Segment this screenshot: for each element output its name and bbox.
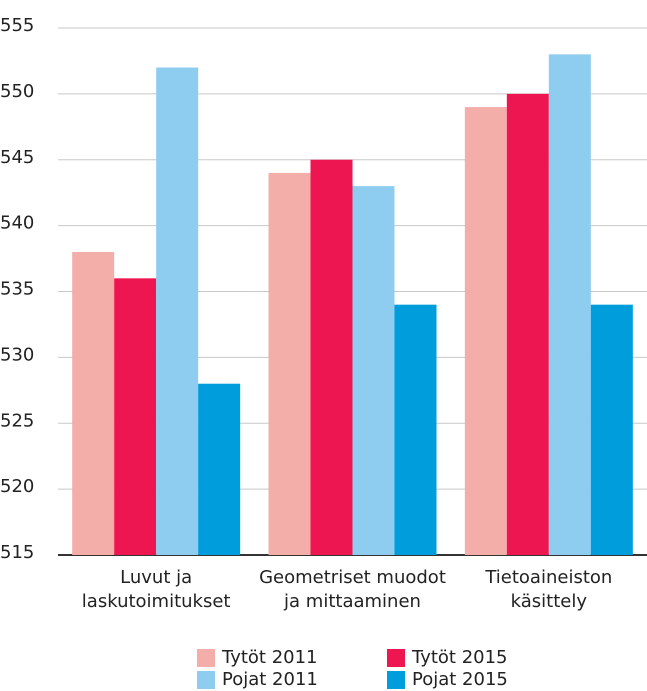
- y-tick-label: 550: [0, 81, 34, 102]
- bar: [310, 159, 353, 555]
- legend-label: Tytöt 2011: [221, 647, 318, 668]
- legend-label: Pojat 2011: [222, 669, 318, 690]
- y-tick-label: 515: [0, 542, 34, 563]
- x-tick-label: Tietoaineiston käsittely: [485, 567, 613, 612]
- legend-label: Pojat 2015: [412, 669, 508, 690]
- bar: [590, 304, 633, 555]
- x-tick-label: Geometriset muodot ja mittaaminen: [259, 567, 446, 612]
- bar: [464, 107, 507, 556]
- x-tick-label: Luvut ja laskutoimitukset: [81, 567, 231, 612]
- bar: [114, 278, 157, 555]
- legend-swatch: [197, 649, 215, 667]
- legend-label: Tytöt 2015: [411, 647, 508, 668]
- legend-swatch: [387, 649, 405, 667]
- y-tick-label: 535: [0, 279, 34, 300]
- bar: [394, 304, 437, 555]
- y-tick-label: 545: [0, 147, 34, 168]
- legend-swatch: [387, 671, 405, 689]
- bar: [506, 93, 549, 555]
- bar: [548, 54, 591, 555]
- bar: [156, 67, 199, 556]
- bar: [198, 383, 241, 555]
- legend-swatch: [197, 671, 215, 689]
- bar: [352, 186, 395, 555]
- y-tick-label: 520: [0, 476, 34, 497]
- y-tick-label: 525: [0, 410, 34, 431]
- bar: [72, 251, 115, 555]
- bar: [268, 172, 311, 556]
- y-tick-label: 555: [0, 15, 34, 36]
- y-tick-label: 540: [0, 213, 34, 234]
- y-tick-label: 530: [0, 344, 34, 365]
